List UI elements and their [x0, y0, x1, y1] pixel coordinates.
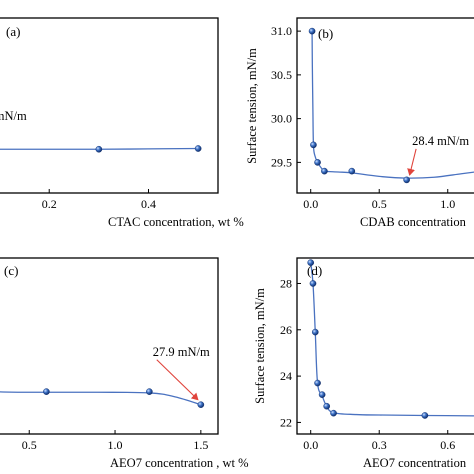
y-ticks-d: 22 24 26 28 — [280, 276, 301, 429]
x-axis-label-a: CTAC concentration, wt % — [108, 215, 244, 229]
plot-area-c — [0, 257, 219, 435]
data-points-d — [307, 259, 429, 419]
plot-area-a — [0, 17, 219, 194]
fit-curve-a — [0, 147, 199, 150]
axes-frame — [0, 257, 219, 435]
y-tick-label: 30.0 — [271, 112, 292, 126]
y-axis-label-d: Surface tension, mN/m — [253, 288, 267, 404]
annotation-arrow — [156, 359, 199, 401]
fit-curve-c — [0, 391, 202, 406]
annotation-b: 28.4 mN/m — [407, 134, 469, 176]
x-tick-label: 1.5 — [193, 438, 208, 452]
x-axis-label-c: AEO7 concentration , wt % — [110, 456, 249, 470]
x-axis-label-d: AEO7 concentration — [363, 456, 467, 470]
data-point — [403, 176, 410, 184]
data-point — [314, 159, 321, 166]
fit-curve-line — [0, 147, 199, 150]
y-tick-label: 28 — [280, 276, 292, 290]
y-tick-label: 24 — [280, 369, 292, 383]
annotation-text-c: 27.9 mN/m — [153, 345, 210, 359]
x-tick-label: 0.5 — [372, 197, 387, 211]
data-point — [310, 141, 317, 149]
panel-c: 27.9 mN/m 0.00.51.01.5 (c) AEO7 concentr… — [0, 257, 249, 470]
data-point — [421, 412, 429, 419]
y-tick-label: 29.5 — [271, 155, 292, 169]
x-tick-label: 1.0 — [440, 197, 455, 211]
fit-curve-line — [0, 391, 202, 406]
annotation-arrow — [407, 148, 417, 176]
data-point — [309, 280, 317, 287]
x-tick-label: 0.5 — [22, 438, 37, 452]
data-point — [330, 409, 337, 417]
panel-label-a: (a) — [6, 24, 20, 39]
data-point — [197, 401, 205, 408]
y-ticks-b: 29.5 30.0 30.5 31.0 — [271, 24, 301, 169]
panel-d: 0.0 0.3 0.6 22 24 26 28 (d) AEO7 concentratio… — [253, 257, 474, 470]
y-tick-label: 31.0 — [271, 24, 292, 38]
panel-label-b: (b) — [318, 26, 333, 41]
plot-area-b — [296, 17, 474, 194]
x-ticks-a: 0.2 0.4 — [42, 189, 156, 211]
data-points-a — [95, 145, 202, 153]
data-point — [307, 259, 315, 266]
x-tick-label: 0.2 — [42, 197, 57, 211]
annotation-a: 31.0 mN/m — [0, 109, 27, 123]
plot-area-d — [296, 257, 474, 435]
data-point — [318, 391, 326, 398]
axes-frame — [296, 17, 474, 194]
annotation-text-b: 28.4 mN/m — [412, 134, 469, 148]
x-tick-label: 0.3 — [372, 438, 387, 452]
data-point — [146, 388, 153, 395]
data-point — [43, 388, 50, 395]
data-point — [348, 167, 356, 175]
data-point — [321, 167, 328, 175]
x-ticks-c: 0.00.51.01.5 — [22, 430, 208, 452]
fit-curve-line — [311, 31, 474, 179]
x-tick-label: 1.0 — [108, 438, 123, 452]
data-point — [314, 379, 321, 387]
fit-curve-d — [310, 262, 474, 417]
fit-curve-line — [310, 262, 474, 417]
y-tick-label: 30.5 — [271, 68, 292, 82]
annotation-text-a: 31.0 mN/m — [0, 109, 27, 123]
panel-a: 31.0 mN/m 0.2 0.4 (a) CTAC concentration,… — [0, 17, 244, 229]
y-tick-label: 22 — [280, 415, 292, 429]
fit-curve-b — [311, 31, 474, 179]
x-axis-label-b: CDAB concentration — [360, 215, 467, 229]
x-tick-label: 0.0 — [303, 197, 318, 211]
x-ticks-d: 0.0 0.3 0.6 — [303, 430, 455, 452]
data-point — [95, 145, 103, 153]
data-points-c — [43, 388, 205, 408]
x-tick-label: 0.0 — [303, 438, 318, 452]
y-tick-label: 26 — [280, 323, 292, 337]
axes-frame — [296, 257, 474, 435]
x-tick-label: 0.6 — [440, 438, 455, 452]
data-point — [311, 328, 319, 336]
data-points-b — [308, 27, 410, 184]
panel-b: 28.4 mN/m 0.0 0.5 1.0 29.5 30.0 30.5 31.0 (b)… — [245, 17, 474, 229]
y-axis-label-b: Surface tension, mN/m — [245, 48, 259, 164]
panel-label-d: (d) — [307, 263, 322, 278]
x-tick-label: 0.4 — [141, 197, 156, 211]
data-point — [194, 145, 202, 152]
annotation-c: 27.9 mN/m — [153, 345, 210, 401]
x-ticks-b: 0.0 0.5 1.0 — [303, 189, 455, 211]
data-point — [308, 27, 316, 35]
data-point — [323, 402, 330, 410]
panel-label-c: (c) — [4, 263, 18, 278]
axes-frame — [0, 17, 219, 194]
